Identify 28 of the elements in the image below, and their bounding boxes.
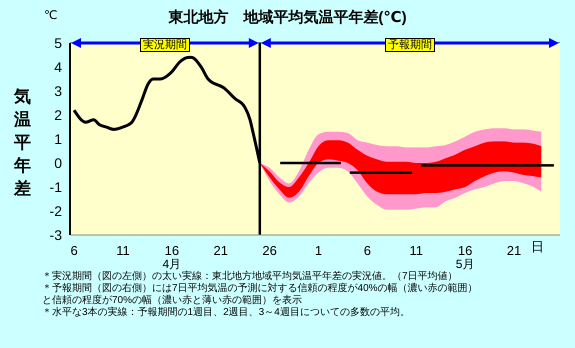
x-tick-label: 16 5月 <box>456 243 474 271</box>
x-tick-label: 26 <box>262 243 277 258</box>
y-tick-label: 1 <box>54 130 62 147</box>
annotation: 実況期間 <box>140 38 190 52</box>
annotation: 予報期間 <box>384 38 435 52</box>
y-tick-label: 3 <box>54 82 62 99</box>
x-tick-label: 6 <box>70 243 78 258</box>
x-tick-label: 11 <box>116 243 130 258</box>
y-tick-label: 0 <box>54 154 62 171</box>
x-tick-label: 16 4月 <box>162 243 182 271</box>
x-tick-label: 21 <box>506 243 522 258</box>
y-tick-label: 4 <box>54 58 62 75</box>
y-tick-label: -2 <box>50 202 62 219</box>
x-axis-title: 日 <box>531 238 544 256</box>
y-tick-label: 2 <box>54 106 62 123</box>
text: ＊予報期間（図の右側）には7日平均気温の予測に対する信頼の程度が40%の幅（濃い赤の範囲）と信頼の程度が70%の幅（濃い赤と薄い赤の範囲）を表示 <box>42 283 478 306</box>
x-tick-label: 21 <box>213 243 228 258</box>
x-tick-label: 6 <box>364 243 371 258</box>
chart-title: 東北地方 地域平均気温平年差(℃) <box>168 9 407 26</box>
text: ℃ <box>44 8 58 22</box>
y-tick-label: 5 <box>54 34 62 51</box>
text: ＊水平な3本の実線：予報期間の1週目、2週目、3～4週目についての多数の平均。 <box>42 307 411 319</box>
y-tick-label: -3 <box>50 226 62 243</box>
text: ＊実況期間（図の左側）の太い実線：東北地方地域平均気温平年差の実況値。（7日平均値） <box>42 271 459 282</box>
x-tick-label: 11 <box>409 243 423 258</box>
y-axis-title: 気温平年差 <box>14 86 32 200</box>
y-tick-label: -1 <box>50 178 62 195</box>
x-tick-label: 1 <box>314 243 322 258</box>
